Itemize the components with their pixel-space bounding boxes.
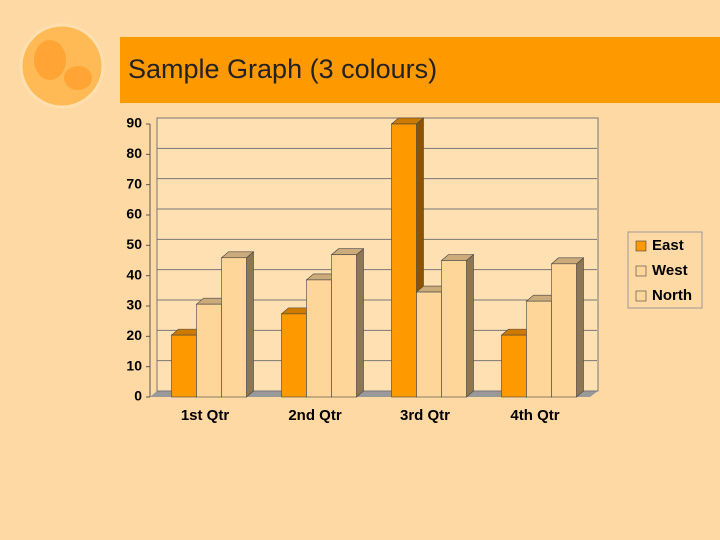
x-tick-label: 2nd Qtr (288, 407, 341, 424)
bar (391, 123, 417, 398)
bar (306, 279, 332, 398)
y-tick-label: 30 (126, 297, 142, 313)
y-tick-label: 0 (134, 388, 142, 404)
x-tick-label: 1st Qtr (181, 407, 230, 424)
y-tick-label: 70 (126, 175, 142, 191)
legend-swatch (635, 290, 647, 302)
y-tick-label: 50 (126, 236, 142, 252)
legend-swatch (635, 265, 647, 277)
y-tick-label: 10 (126, 357, 142, 373)
bar-side (576, 257, 584, 398)
x-tick-label: 3rd Qtr (400, 407, 450, 424)
y-tick-label: 90 (126, 115, 142, 131)
bar-side (356, 248, 364, 398)
globe (19, 23, 105, 109)
legend-label: North (652, 287, 692, 304)
bar (501, 334, 527, 398)
legend-swatch (635, 240, 647, 252)
chart-title: Sample Graph (3 colours) (128, 54, 437, 84)
y-tick-label: 80 (126, 145, 142, 161)
bar-side (246, 251, 254, 398)
bar (171, 334, 197, 398)
y-tick-label: 40 (126, 266, 142, 282)
bar (281, 313, 307, 398)
bar (551, 263, 577, 398)
bar (416, 291, 442, 398)
bar (331, 254, 357, 398)
bar (221, 257, 247, 398)
y-tick-label: 60 (126, 206, 142, 222)
bar-side (466, 253, 474, 398)
bar (526, 300, 552, 398)
x-tick-label: 4th Qtr (510, 407, 559, 424)
legend-label: East (652, 237, 684, 254)
legend-label: West (652, 262, 688, 279)
bar (196, 303, 222, 398)
bar (441, 260, 467, 398)
y-tick-label: 20 (126, 327, 142, 343)
floor (150, 391, 598, 397)
title-bar (120, 37, 720, 103)
